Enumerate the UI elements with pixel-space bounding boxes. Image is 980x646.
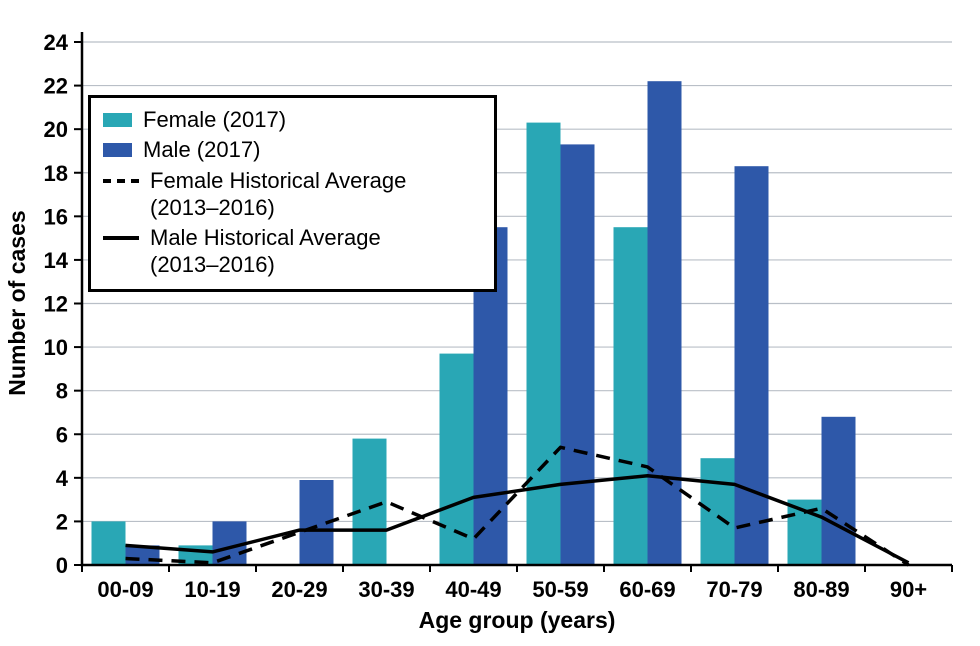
- y-tick-label: 2: [56, 509, 68, 534]
- x-tick-label: 70-79: [706, 577, 762, 602]
- bar: [613, 227, 648, 565]
- bar: [352, 438, 387, 565]
- x-tick-label: 40-49: [445, 577, 501, 602]
- y-axis-title: Number of cases: [4, 210, 30, 396]
- legend-swatch-bar: [103, 113, 132, 127]
- y-tick-label: 16: [44, 204, 68, 229]
- lines: [125, 445, 910, 567]
- legend-item: Male Historical Average (2013–2016): [103, 224, 478, 279]
- legend-label: Male Historical Average (2013–2016): [150, 225, 381, 278]
- bar: [526, 122, 561, 565]
- bar: [734, 166, 769, 565]
- legend-item: Female Historical Average (2013–2016): [103, 167, 478, 222]
- y-tick-label: 0: [56, 553, 68, 578]
- bar: [821, 416, 856, 565]
- x-tick-label: 50-59: [532, 577, 588, 602]
- y-tick-label: 12: [44, 292, 68, 317]
- x-tick-label: 20-29: [271, 577, 327, 602]
- bar: [647, 81, 682, 565]
- y-tick-label: 24: [44, 30, 69, 55]
- male-historical-line: [125, 473, 910, 565]
- y-tick-label: 14: [44, 248, 69, 273]
- legend-swatch-solid-line-icon: [103, 236, 139, 241]
- gridlines: [82, 41, 952, 523]
- x-tick-label: 90+: [890, 577, 927, 602]
- y-tick-label: 8: [56, 379, 68, 404]
- bar: [560, 144, 595, 565]
- x-axis-title: Age group (years): [418, 607, 616, 633]
- x-tick-label: 60-69: [619, 577, 675, 602]
- y-tick-label: 6: [56, 422, 68, 447]
- legend-label: Female Historical Average (2013–2016): [150, 167, 407, 220]
- legend-label: Male (2017): [143, 137, 261, 163]
- x-tick-label: 10-19: [184, 577, 240, 602]
- x-tick-label: 00-09: [97, 577, 153, 602]
- legend: Female (2017) Male (2017) Female Historica…: [88, 95, 497, 292]
- legend-label: Female (2017): [143, 107, 287, 132]
- legend-item: Female (2017): [103, 106, 478, 133]
- legend-item: Male (2017): [103, 136, 478, 163]
- y-tick-label: 10: [44, 335, 68, 360]
- x-tick-label: 80-89: [793, 577, 849, 602]
- legend-swatch-dashed-line-icon: [103, 178, 139, 183]
- y-tick-label: 18: [44, 161, 68, 186]
- legend-swatch-bar: [103, 143, 132, 158]
- y-tick-label: 4: [56, 466, 69, 491]
- bar-series-female-2017: [91, 122, 822, 565]
- y-tick-label: 20: [44, 117, 68, 142]
- x-tick-label: 30-39: [358, 577, 414, 602]
- bar: [91, 521, 126, 565]
- bar: [700, 458, 735, 565]
- y-tick-label: 22: [44, 74, 68, 99]
